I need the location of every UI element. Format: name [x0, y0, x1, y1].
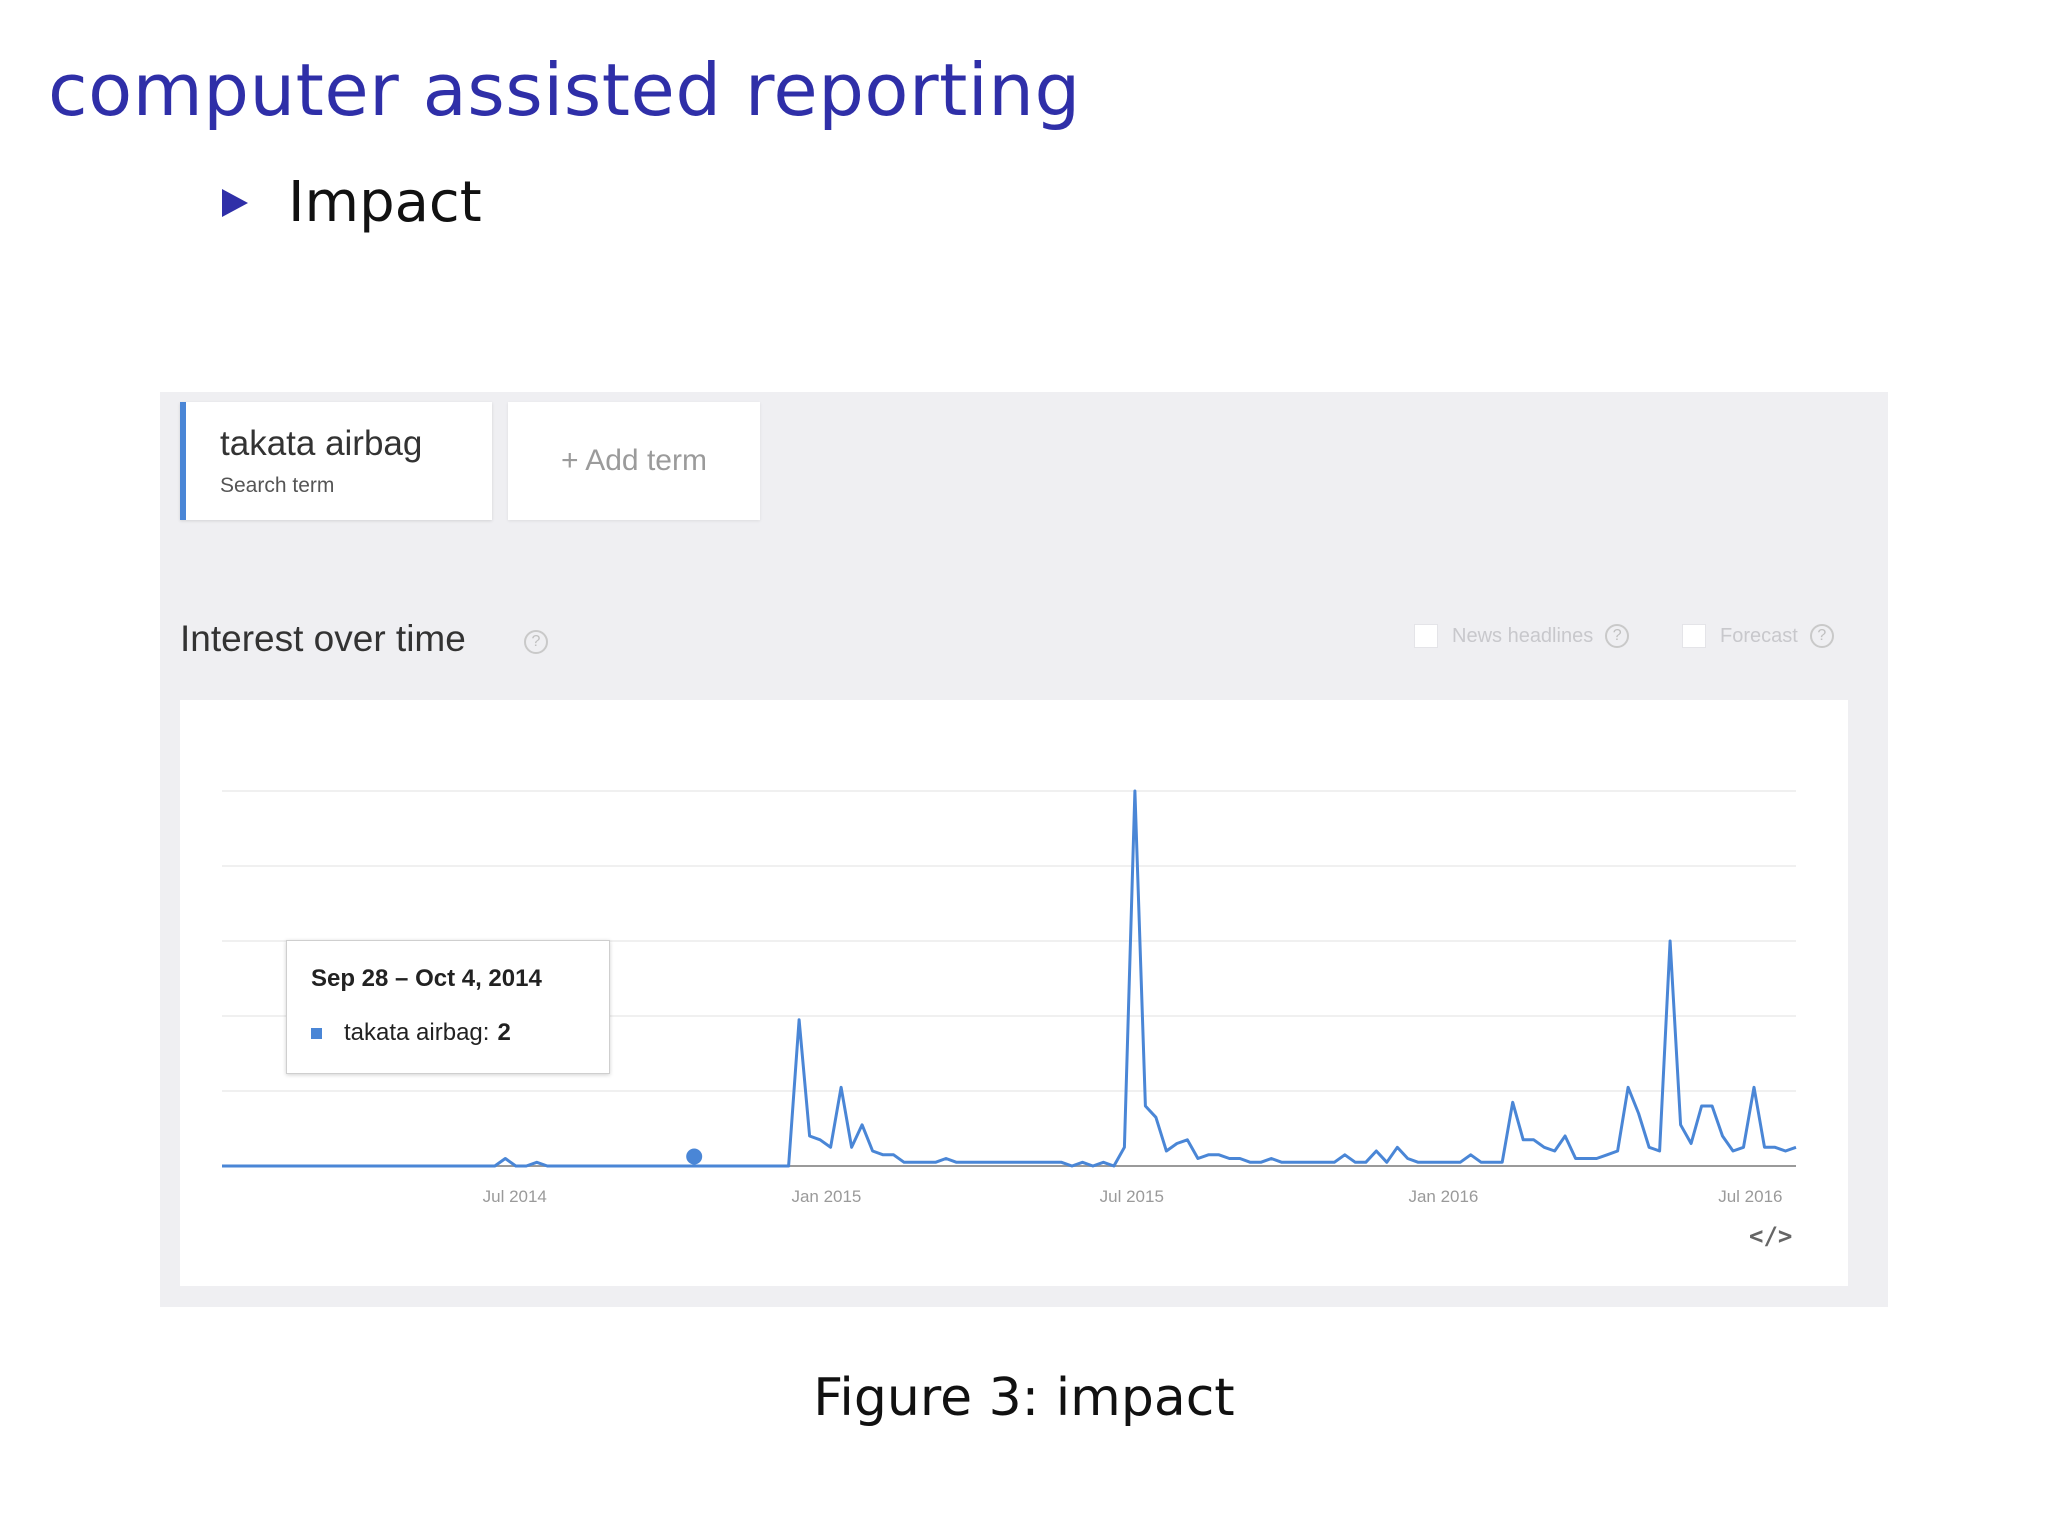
- help-icon[interactable]: ?: [1605, 624, 1630, 648]
- embed-code-icon[interactable]: </>: [1749, 1222, 1793, 1250]
- interest-chart-card: Jul 2014 Jan 2015 Jul 2015 Jan 2016 Jul 2016…: [180, 700, 1848, 1286]
- bullet-triangle-icon: [222, 188, 248, 217]
- bullet-text: Impact: [288, 170, 482, 235]
- interest-line-chart: Jul 2014 Jan 2015 Jul 2015 Jan 2016 Jul 2016: [222, 789, 1797, 1206]
- slide-title: computer assisted reporting: [48, 48, 1081, 132]
- forecast-checkbox[interactable]: [1682, 624, 1706, 648]
- search-term-subtitle: Search term: [220, 474, 335, 497]
- x-tick-label: Jul 2015: [1100, 1187, 1164, 1206]
- x-tick-label: Jul 2016: [1718, 1187, 1782, 1206]
- news-headlines-label: News headlines: [1452, 624, 1594, 647]
- news-headlines-checkbox[interactable]: [1414, 624, 1438, 648]
- help-icon[interactable]: ?: [524, 630, 548, 654]
- series-line-takata-airbag: [222, 789, 1797, 1168]
- forecast-option[interactable]: Forecast ?: [1682, 624, 1834, 648]
- series-swatch: [311, 1027, 322, 1039]
- tooltip-value: 2: [497, 1019, 511, 1046]
- x-tick-label: Jan 2016: [1408, 1187, 1478, 1206]
- tooltip-row: takata airbag: 2: [311, 1019, 511, 1047]
- search-term-card[interactable]: takata airbag Search term: [180, 402, 492, 520]
- chart-tooltip: Sep 28 – Oct 4, 2014 takata airbag: 2: [286, 940, 610, 1074]
- add-term-button[interactable]: + Add term: [508, 402, 760, 520]
- tooltip-date: Sep 28 – Oct 4, 2014: [311, 965, 542, 992]
- highlight-point[interactable]: [686, 1148, 703, 1165]
- search-term-name: takata airbag: [220, 424, 423, 463]
- bullet-item: Impact: [222, 170, 482, 235]
- trends-figure: takata airbag Search term + Add term Int…: [160, 392, 1888, 1307]
- news-headlines-option[interactable]: News headlines ?: [1414, 624, 1630, 648]
- figure-caption: Figure 3: impact: [813, 1368, 1235, 1428]
- x-tick-label: Jul 2014: [483, 1187, 547, 1206]
- interest-over-time-title: Interest over time: [180, 618, 466, 659]
- help-icon[interactable]: ?: [1809, 624, 1834, 648]
- x-tick-label: Jan 2015: [791, 1187, 861, 1206]
- forecast-label: Forecast: [1720, 624, 1798, 647]
- tooltip-series-label: takata airbag:: [344, 1019, 490, 1046]
